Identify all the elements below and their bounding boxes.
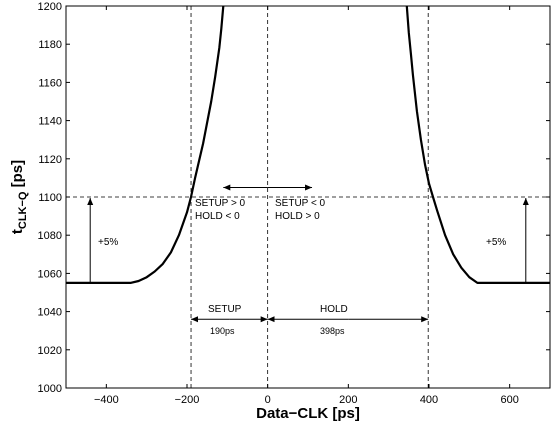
setup-value-text: 190ps [210, 326, 235, 336]
x-tick-label: 600 [500, 394, 518, 406]
y-ticks: 1000 1020 1040 1060 1080 1100 1120 1140 1160 1180… [38, 1, 550, 395]
x-tick-label: −400 [94, 394, 119, 406]
y-tick-label: 1020 [38, 345, 62, 357]
y-tick-label: 1200 [38, 1, 62, 13]
hold-label-text: HOLD [320, 304, 348, 315]
series-line-0 [66, 6, 225, 284]
y-tick-label: 1040 [38, 307, 62, 319]
y-axis-label-sub: CLK−Q [17, 191, 29, 229]
x-ticks: −400 −200 0 200 400 600 [94, 6, 519, 406]
y-tick-label: 1100 [38, 192, 62, 204]
x-tick-label: 200 [339, 394, 357, 406]
y-axis-label-main: t [9, 229, 26, 234]
series-group [66, 6, 550, 284]
y-tick-label: 1140 [38, 116, 62, 128]
x-tick-label: −200 [175, 394, 200, 406]
plus5-left-text: +5% [98, 237, 118, 248]
setup-positive-text: SETUP > 0 [195, 198, 246, 209]
plus5-right-text: +5% [486, 237, 506, 248]
y-tick-label: 1180 [38, 39, 62, 51]
y-tick-label: 1080 [38, 230, 62, 242]
hold-value-text: 398ps [320, 326, 345, 336]
hold-negative-text: HOLD < 0 [195, 211, 240, 222]
y-axis-label-unit: [ps] [9, 160, 26, 192]
y-tick-label: 1160 [38, 77, 62, 89]
y-tick-label: 1120 [38, 154, 62, 166]
y-axis-label: tCLK−Q [ps] [9, 160, 29, 234]
series-line-1 [405, 6, 550, 284]
setup-negative-text: SETUP < 0 [275, 198, 326, 209]
annotation-arrows [87, 184, 529, 323]
hold-positive-text: HOLD > 0 [275, 211, 320, 222]
setup-label-text: SETUP [208, 304, 242, 315]
y-tick-label: 1060 [38, 268, 62, 280]
x-axis-label: Data−CLK [ps] [256, 405, 360, 422]
y-tick-label: 1000 [38, 383, 62, 395]
x-tick-label: 400 [420, 394, 438, 406]
x-tick-label: 0 [265, 394, 271, 406]
